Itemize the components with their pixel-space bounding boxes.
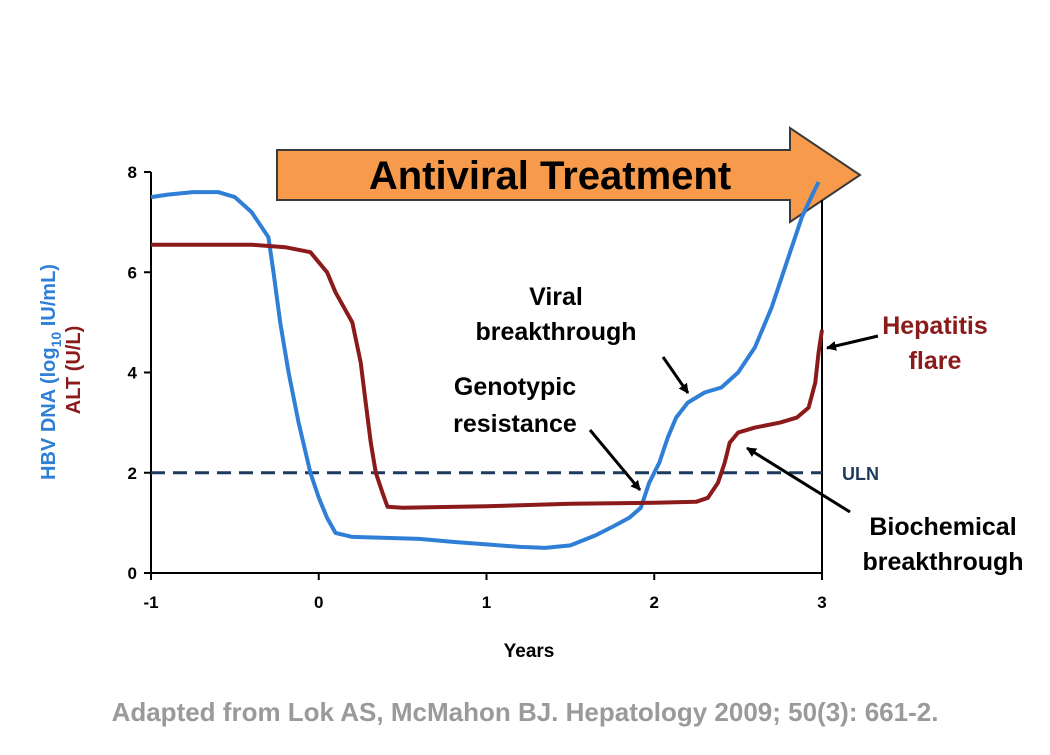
x-tick-label: 2 [650, 593, 659, 612]
annotation-biochemical-line2: breakthrough [862, 548, 1023, 576]
x-tick-label: 1 [482, 593, 491, 612]
citation: Adapted from Lok AS, McMahon BJ. Hepatol… [0, 697, 1050, 728]
annotation-viral-line1: Viral [529, 283, 583, 311]
annotation-genotypic-line1: Genotypic [454, 373, 576, 401]
x-axis-label: Years [504, 641, 555, 662]
annotation-genotypic-line2: resistance [453, 410, 577, 438]
y-tick-label: 2 [128, 464, 137, 483]
y-tick-label: 4 [128, 364, 138, 383]
y-axis-label-primary: HBV DNA (log10 IU/mL) [38, 264, 64, 480]
annotation-viral-line2: breakthrough [475, 318, 636, 346]
annotation-viral-arrow [663, 357, 688, 393]
annotation-biochemical-arrow [747, 448, 850, 512]
x-ticks: -1 0 1 2 3 [143, 573, 826, 612]
annotation-biochemical-line1: Biochemical [869, 513, 1016, 541]
y-axis-label-secondary: ALT (U/L) [63, 326, 85, 415]
x-tick-label: 0 [314, 593, 323, 612]
annotation-hepatitis-arrow [827, 336, 878, 348]
y-tick-label: 6 [128, 263, 137, 282]
treatment-banner-label: Antiviral Treatment [369, 154, 731, 198]
x-tick-label: -1 [143, 593, 158, 612]
hbv-dna-series-line [151, 182, 819, 548]
annotation-hepatitis-line2: flare [909, 347, 962, 375]
x-tick-label: 3 [817, 593, 826, 612]
y-ticks: 0 2 4 6 8 [128, 163, 151, 583]
uln-label: ULN [842, 464, 879, 484]
annotation-genotypic-arrow [590, 430, 640, 490]
annotation-hepatitis-line1: Hepatitis [882, 312, 988, 340]
y-tick-label: 8 [128, 163, 137, 182]
y-tick-label: 0 [128, 564, 137, 583]
